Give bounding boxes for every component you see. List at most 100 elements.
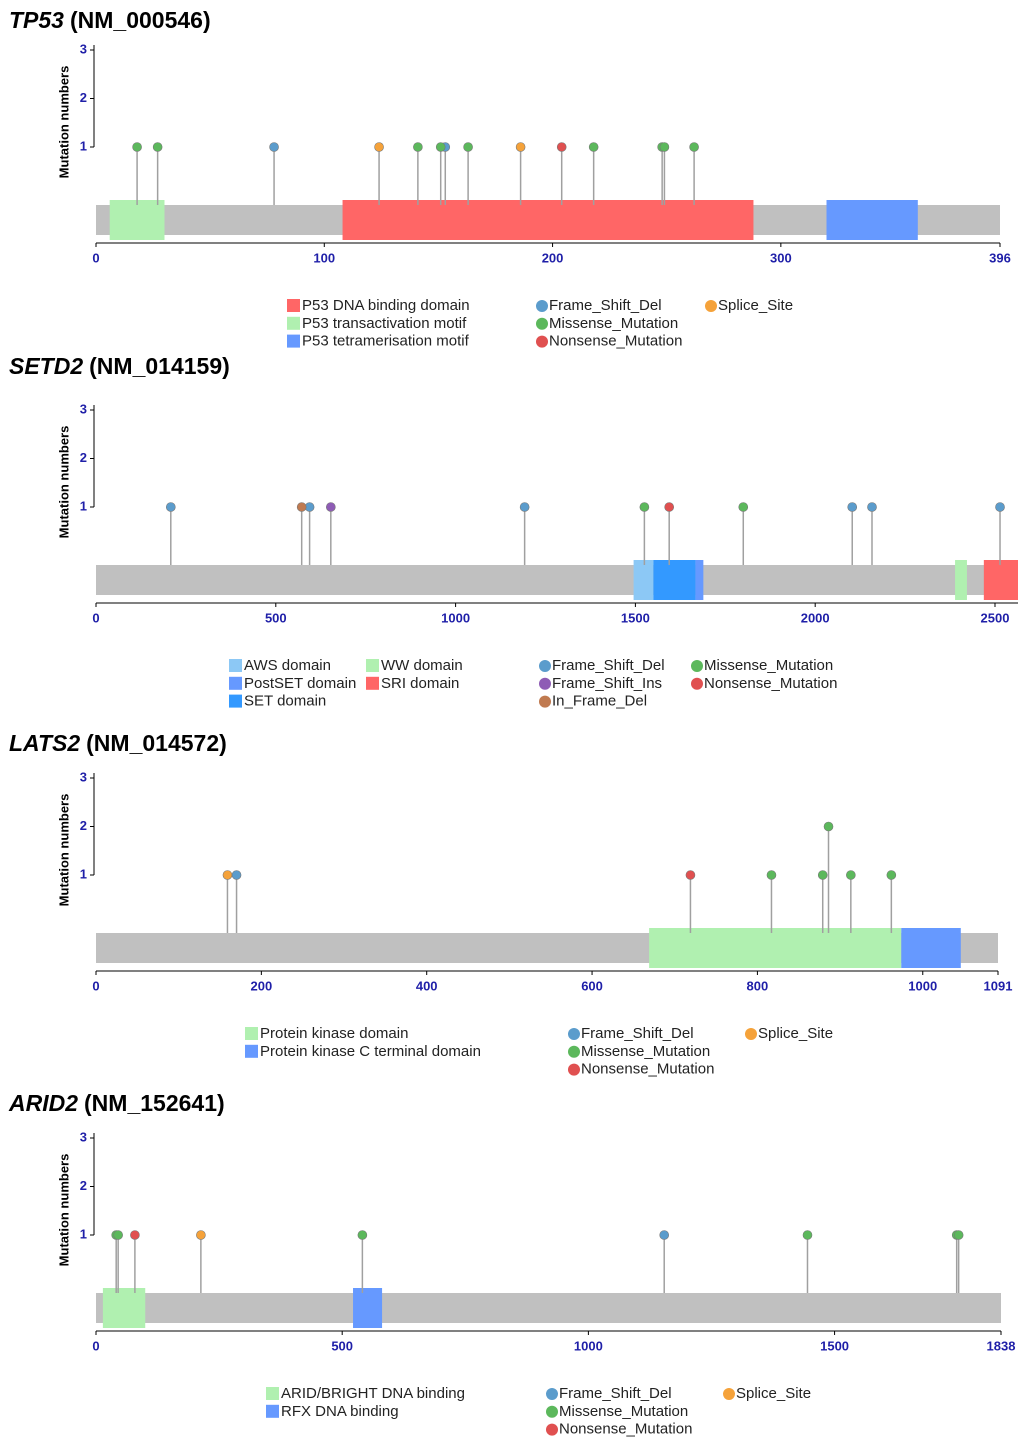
transcript-id: (NM_014572) xyxy=(86,730,227,756)
lollipop-head xyxy=(659,142,670,152)
lollipop-head xyxy=(847,502,858,512)
legend-label: In_Frame_Del xyxy=(552,693,647,710)
x-tick-label: 396 xyxy=(989,250,1011,265)
legend-marker xyxy=(568,1045,580,1058)
legend-label: Protein kinase C terminal domain xyxy=(260,1043,481,1060)
legend-label: Splice_Site xyxy=(718,297,793,314)
y-axis-label: Mutation numbers xyxy=(56,66,71,179)
legend-label: Missense_Mutation xyxy=(559,1403,688,1420)
legend-label: Frame_Shift_Del xyxy=(552,657,665,674)
legend-swatch xyxy=(245,1044,258,1058)
gene-name: ARID2 xyxy=(8,1090,78,1116)
lollipop-head xyxy=(296,502,307,512)
x-tick-label: 1000 xyxy=(441,610,470,625)
lollipop-head xyxy=(639,502,650,512)
legend-marker xyxy=(705,300,717,312)
lollipop-head xyxy=(515,142,526,152)
y-tick-label: 2 xyxy=(80,1178,87,1193)
lollipop-head xyxy=(326,502,336,512)
legend-label: Frame_Shift_Del xyxy=(549,297,662,314)
lollipop-head xyxy=(113,1230,123,1240)
lollipop-head xyxy=(196,1230,206,1240)
lollipop-head xyxy=(222,870,233,880)
x-tick-label: 1500 xyxy=(621,610,650,625)
x-tick-label: 1091 xyxy=(984,978,1013,993)
domain xyxy=(901,928,961,968)
x-tick-label: 2000 xyxy=(801,610,830,625)
lollipop-head xyxy=(802,1230,813,1240)
protein-backbone xyxy=(96,1293,1001,1323)
legend-label: Nonsense_Mutation xyxy=(559,1421,692,1438)
y-tick-label: 3 xyxy=(80,769,87,784)
x-tick-label: 0 xyxy=(92,978,99,993)
lollipop-head xyxy=(689,142,699,152)
panel-title: TP53 (NM_000546) xyxy=(9,7,211,33)
x-tick-label: 100 xyxy=(313,250,335,265)
legend-label: SRI domain xyxy=(381,675,459,692)
legend-label: Splice_Site xyxy=(736,1385,811,1402)
legend-marker xyxy=(539,660,551,672)
legend-label: Splice_Site xyxy=(758,1025,833,1042)
legend-swatch xyxy=(229,694,242,708)
x-tick-label: 500 xyxy=(265,610,287,625)
legend-swatch xyxy=(266,1404,279,1418)
lollipop-head xyxy=(269,142,279,152)
legend-label: P53 transactivation motif xyxy=(302,315,467,332)
lollipop-head xyxy=(953,1230,964,1240)
legend-marker xyxy=(536,335,548,348)
legend-swatch xyxy=(287,299,300,312)
legend-marker xyxy=(568,1063,580,1076)
legend-swatch xyxy=(229,659,242,672)
legend-label: P53 DNA binding domain xyxy=(302,297,470,314)
lollipop-head xyxy=(659,1230,670,1240)
legend-marker xyxy=(691,677,703,690)
lollipop-head xyxy=(556,142,567,152)
legend-label: Nonsense_Mutation xyxy=(581,1061,714,1078)
lollipop-head xyxy=(867,502,877,512)
domain xyxy=(653,560,696,600)
lollipop-head xyxy=(588,142,599,152)
legend-label: Nonsense_Mutation xyxy=(549,333,682,350)
legend-swatch xyxy=(266,1387,279,1400)
lollipop-head xyxy=(738,502,749,512)
lollipop-head xyxy=(823,821,834,832)
legend-marker xyxy=(539,695,551,708)
lollipop-head xyxy=(685,870,696,880)
lollipop-head xyxy=(130,1230,140,1240)
legend-label: SET domain xyxy=(244,693,326,710)
y-axis-label: Mutation numbers xyxy=(56,1154,71,1267)
x-tick-label: 600 xyxy=(581,978,603,993)
x-tick-label: 500 xyxy=(331,1338,353,1353)
domain xyxy=(695,560,704,600)
legend-label: Protein kinase domain xyxy=(260,1025,408,1042)
y-tick-label: 1 xyxy=(80,138,87,153)
lollipop-head xyxy=(413,142,423,152)
y-tick-label: 2 xyxy=(80,818,87,833)
lollipop-head xyxy=(374,142,384,152)
legend-label: Missense_Mutation xyxy=(581,1043,710,1060)
domain xyxy=(649,928,902,968)
lollipop-head xyxy=(846,870,856,880)
panel-title: ARID2 (NM_152641) xyxy=(8,1090,225,1116)
transcript-id: (NM_014159) xyxy=(89,353,230,379)
domain xyxy=(342,200,754,240)
x-tick-label: 1838 xyxy=(987,1338,1016,1353)
legend-swatch xyxy=(245,1027,258,1040)
lollipop-head xyxy=(995,502,1005,512)
domain xyxy=(109,200,165,240)
legend-label: WW domain xyxy=(381,657,463,674)
lollipop-head xyxy=(664,502,674,512)
domain xyxy=(102,1288,146,1328)
lollipop-head xyxy=(766,870,777,880)
x-tick-label: 0 xyxy=(92,1338,99,1353)
y-axis-label: Mutation numbers xyxy=(56,794,71,907)
legend-swatch xyxy=(229,676,242,690)
legend-marker xyxy=(546,1423,558,1436)
legend-label: PostSET domain xyxy=(244,675,356,692)
legend-marker xyxy=(546,1388,558,1400)
legend-label: P53 tetramerisation motif xyxy=(302,333,470,350)
panel-title: SETD2 (NM_014159) xyxy=(9,353,230,379)
x-tick-label: 1000 xyxy=(574,1338,603,1353)
y-tick-label: 1 xyxy=(80,498,87,513)
x-tick-label: 0 xyxy=(92,250,99,265)
